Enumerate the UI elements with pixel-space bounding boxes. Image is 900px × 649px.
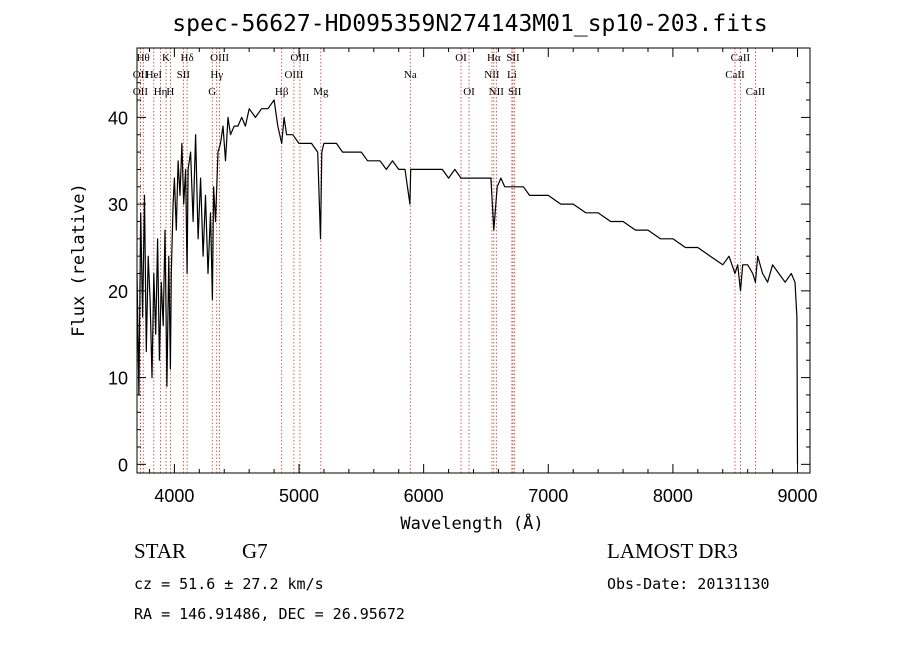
line-marker-label-6: H [166,86,174,98]
x-tick-label: 9000 [778,486,818,506]
line-marker-label-23: SII [506,52,520,64]
line-markers [139,48,756,473]
line-marker-label-7: SII [177,69,191,81]
line-marker-label-21: NII [489,86,505,98]
chart-title: spec-56627-HD095359N274143M01_sp10-203.f… [172,11,767,37]
redshift-velocity: cz = 51.6 ± 27.2 km/s [134,575,324,593]
x-axis-label: Wavelength (Å) [400,512,543,534]
line-marker-label-24: SII [508,86,522,98]
observation-date: Obs-Date: 20131130 [607,575,770,593]
y-tick-label: 0 [118,455,128,475]
line-marker-label-10: Hγ [210,69,223,81]
line-marker-label-11: OIII [210,52,229,64]
y-axis-label: Flux (relative) [69,183,89,337]
line-marker-label-3: HeI [146,69,163,81]
x-tick-label: 7000 [528,486,568,506]
x-tick-label: 6000 [404,486,444,506]
line-marker-label-16: Na [404,69,417,81]
plot-frame [136,47,811,474]
y-axis-ticks: 0 10 20 30 40 [108,82,810,475]
line-marker-label-4: Hη [154,86,168,98]
line-marker-label-19: NII [484,69,500,81]
line-marker-label-8: Hδ [181,52,194,64]
line-marker-label-25: CaII [725,69,745,81]
line-marker-label-12: Hβ [275,86,289,98]
line-marker-label-14: OIII [290,52,309,64]
line-marker-label-22: Li [507,69,517,81]
x-tick-label: 5000 [279,486,319,506]
survey-name: LAMOST DR3 [607,539,738,563]
line-marker-label-9: G [208,86,216,98]
x-axis-ticks: 4000 5000 6000 7000 8000 9000 [148,48,818,506]
y-tick-label: 20 [108,282,128,302]
line-marker-label-26: CaII [731,52,751,64]
line-marker-label-18: OI [463,86,475,98]
line-marker-label-27: CaII [746,86,766,98]
line-marker-label-0: Hθ [137,52,150,64]
object-subclass: G7 [242,539,268,563]
x-tick-label: 8000 [653,486,693,506]
object-class: STAR [134,539,186,563]
x-tick-label: 4000 [154,486,194,506]
y-tick-label: 30 [108,195,128,215]
line-marker-label-15: Mg [313,86,329,98]
line-marker-labels: HθOIIOIIHeIHηKHSIIHδGHγOIIIHβOIIIOIIIMgN… [133,52,766,98]
line-marker-label-17: OI [455,52,467,64]
coordinates: RA = 146.91486, DEC = 26.95672 [134,605,405,623]
y-tick-label: 40 [108,108,128,128]
spectrum-line [136,99,799,465]
line-marker-label-2: OII [133,86,149,98]
y-tick-label: 10 [108,369,128,389]
line-marker-label-13: OIII [284,69,303,81]
line-marker-label-5: K [162,52,170,64]
line-marker-label-20: Hα [487,52,501,64]
